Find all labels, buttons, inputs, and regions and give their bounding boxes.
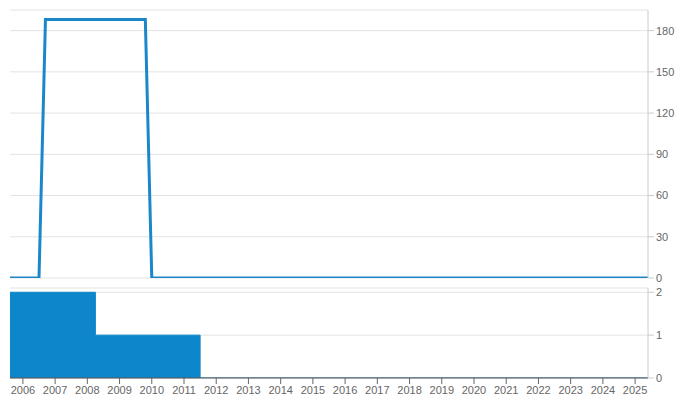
svg-text:2022: 2022 bbox=[526, 384, 550, 396]
svg-text:2007: 2007 bbox=[43, 384, 67, 396]
svg-text:2025: 2025 bbox=[623, 384, 647, 396]
svg-text:1: 1 bbox=[656, 329, 662, 341]
svg-text:60: 60 bbox=[656, 189, 668, 201]
svg-text:2015: 2015 bbox=[301, 384, 325, 396]
svg-text:2017: 2017 bbox=[365, 384, 389, 396]
svg-text:120: 120 bbox=[656, 107, 674, 119]
svg-text:0: 0 bbox=[656, 372, 662, 384]
svg-text:2021: 2021 bbox=[494, 384, 518, 396]
svg-text:2010: 2010 bbox=[140, 384, 164, 396]
svg-text:90: 90 bbox=[656, 148, 668, 160]
svg-text:30: 30 bbox=[656, 231, 668, 243]
svg-text:2019: 2019 bbox=[430, 384, 454, 396]
svg-text:2016: 2016 bbox=[333, 384, 357, 396]
svg-text:180: 180 bbox=[656, 25, 674, 37]
svg-text:2011: 2011 bbox=[172, 384, 196, 396]
svg-text:2012: 2012 bbox=[204, 384, 228, 396]
svg-text:2023: 2023 bbox=[558, 384, 582, 396]
svg-text:2013: 2013 bbox=[236, 384, 260, 396]
svg-text:2006: 2006 bbox=[11, 384, 35, 396]
svg-text:2: 2 bbox=[656, 286, 662, 298]
svg-text:2024: 2024 bbox=[591, 384, 615, 396]
svg-text:0: 0 bbox=[656, 272, 662, 284]
svg-text:2020: 2020 bbox=[462, 384, 486, 396]
svg-text:2018: 2018 bbox=[397, 384, 421, 396]
svg-text:150: 150 bbox=[656, 66, 674, 78]
svg-text:2014: 2014 bbox=[268, 384, 292, 396]
svg-text:2008: 2008 bbox=[75, 384, 99, 396]
svg-text:2009: 2009 bbox=[107, 384, 131, 396]
